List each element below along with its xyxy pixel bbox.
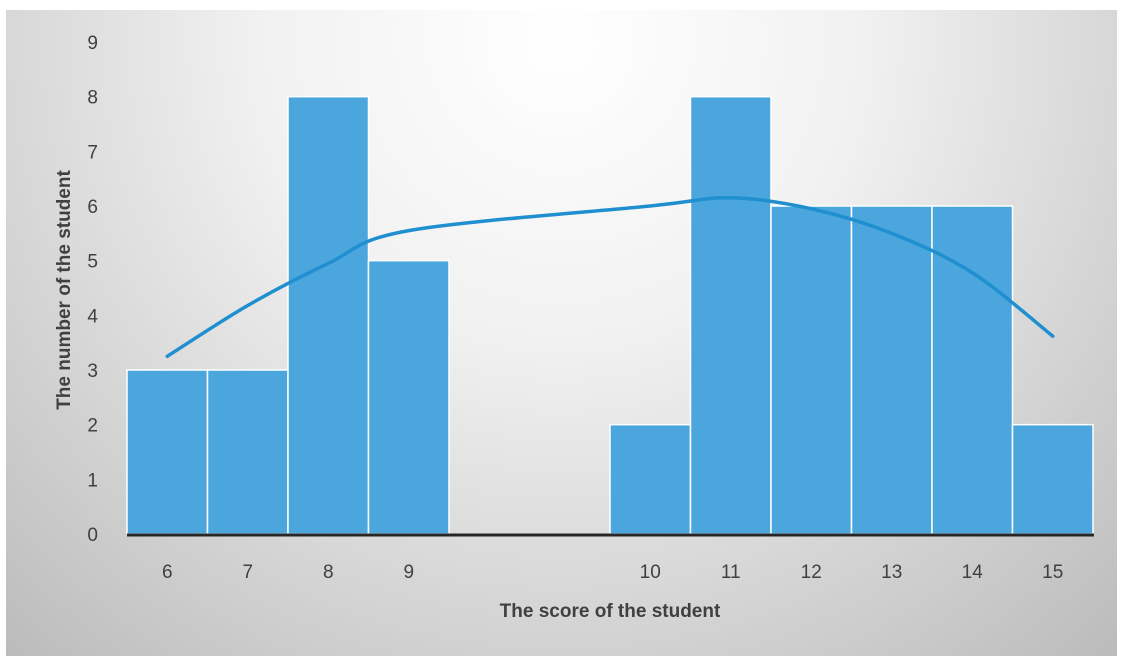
bar-13 <box>850 205 933 535</box>
bar-9 <box>367 259 450 535</box>
y-tick-label-0: 0 <box>87 525 98 546</box>
bar-10 <box>609 423 692 535</box>
trend-curve <box>165 196 1055 359</box>
y-tick-label-3: 3 <box>87 361 98 382</box>
bar-6 <box>126 369 209 535</box>
y-tick-labels: 0 1 2 3 4 5 6 7 8 9 <box>87 33 98 546</box>
bar-11 <box>689 95 772 535</box>
y-tick-label-9: 9 <box>87 33 98 54</box>
x-tick-label-6: 6 <box>162 562 173 583</box>
x-axis-title: The score of the student <box>500 601 721 622</box>
bar-7 <box>206 369 289 535</box>
curve-layer <box>165 196 1055 359</box>
x-tick-label-8: 8 <box>323 562 334 583</box>
bars-layer <box>126 95 1094 535</box>
bar-12 <box>770 205 853 535</box>
x-tick-label-15: 15 <box>1042 562 1063 583</box>
bar-8 <box>287 95 370 535</box>
x-tick-label-10: 10 <box>640 562 661 583</box>
x-tick-label-13: 13 <box>881 562 902 583</box>
y-tick-label-4: 4 <box>87 306 98 327</box>
bar-15 <box>1011 423 1094 535</box>
x-tick-label-12: 12 <box>801 562 822 583</box>
y-tick-label-7: 7 <box>87 142 98 163</box>
x-tick-label-9: 9 <box>403 562 414 583</box>
y-tick-label-8: 8 <box>87 88 98 109</box>
y-tick-label-6: 6 <box>87 197 98 218</box>
y-tick-label-5: 5 <box>87 252 98 273</box>
x-tick-label-14: 14 <box>962 562 984 583</box>
y-tick-label-2: 2 <box>87 416 98 437</box>
bar-14 <box>931 205 1014 535</box>
x-tick-label-7: 7 <box>242 562 253 583</box>
x-tick-labels: 6 7 8 9 10 11 12 13 14 15 <box>162 562 1063 583</box>
y-axis-title: The number of the student <box>54 170 75 410</box>
y-tick-label-1: 1 <box>87 470 98 491</box>
x-tick-label-11: 11 <box>721 562 741 583</box>
